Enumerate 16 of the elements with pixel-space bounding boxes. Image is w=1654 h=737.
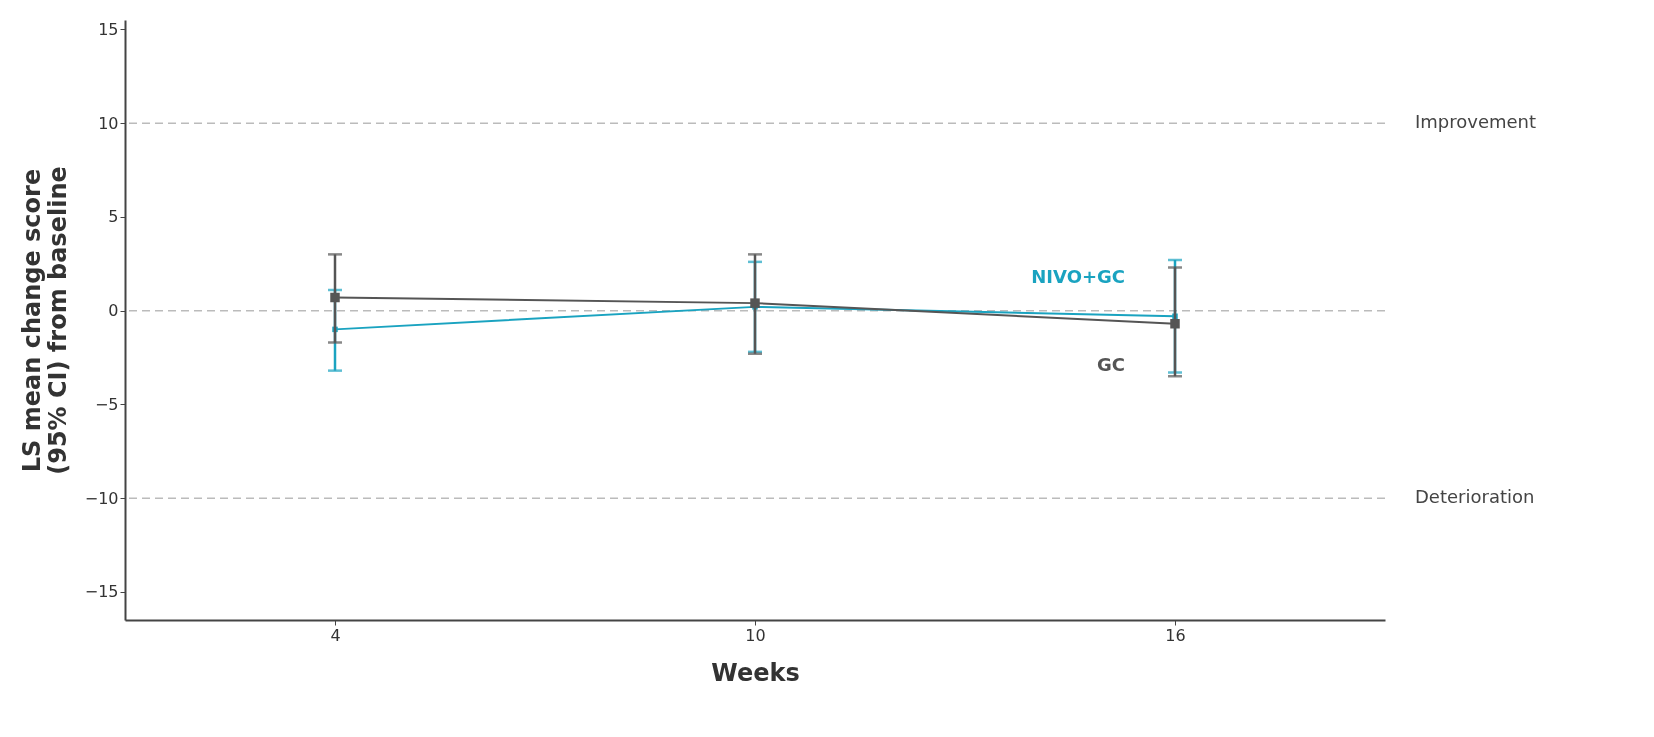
y-tick-label: −5 (94, 394, 119, 414)
y-tick-label: 15 (98, 19, 119, 39)
ref-line-label: Improvement (1415, 111, 1537, 133)
y-tick-label: 0 (108, 301, 119, 321)
x-tick-label: 10 (745, 625, 766, 645)
y-tick-label: −15 (84, 582, 119, 602)
x-tick-label: 4 (330, 625, 341, 645)
series-label: GC (1097, 353, 1125, 375)
y-tick-label: −10 (84, 488, 119, 508)
x-tick-label: 16 (1165, 625, 1186, 645)
x-axis-title: Weeks (711, 658, 800, 687)
y-tick-label: 10 (98, 113, 119, 133)
ref-line-label: Deterioration (1415, 486, 1535, 508)
y-tick-label: 5 (108, 207, 119, 227)
series-label: NIVO+GC (1031, 266, 1125, 288)
y-axis-title: LS mean change score (95% CI) from baseline (17, 166, 72, 475)
